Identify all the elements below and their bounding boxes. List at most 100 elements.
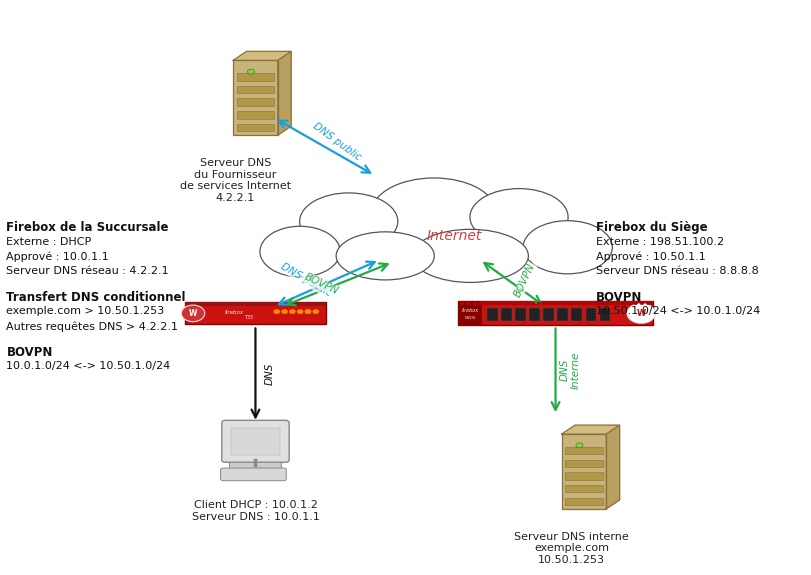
Circle shape: [273, 309, 280, 314]
Text: exemple.com > 10.50.1.253: exemple.com > 10.50.1.253: [6, 306, 165, 316]
Circle shape: [297, 309, 303, 314]
FancyBboxPatch shape: [185, 302, 326, 306]
Ellipse shape: [371, 178, 496, 247]
Text: W: W: [637, 309, 646, 318]
Text: DNS public: DNS public: [279, 262, 334, 298]
Text: firebox: firebox: [461, 308, 478, 313]
Text: Serveur DNS interne
exemple.com
10.50.1.253: Serveur DNS interne exemple.com 10.50.1.…: [514, 532, 629, 565]
Ellipse shape: [470, 189, 568, 246]
Polygon shape: [606, 425, 620, 509]
Text: T35: T35: [244, 315, 253, 320]
Text: DNS
Interne: DNS Interne: [560, 351, 581, 389]
Polygon shape: [561, 425, 620, 434]
Text: BOVPN: BOVPN: [596, 291, 642, 304]
Circle shape: [473, 301, 478, 305]
Circle shape: [486, 301, 490, 305]
Text: DNS: DNS: [265, 363, 275, 385]
FancyBboxPatch shape: [222, 420, 290, 462]
Text: BOVPN: BOVPN: [513, 262, 537, 299]
FancyBboxPatch shape: [237, 73, 274, 81]
FancyBboxPatch shape: [185, 302, 326, 324]
Text: Serveur DNS
du Fournisseur
de services Internet
4.2.2.1: Serveur DNS du Fournisseur de services I…: [179, 158, 291, 203]
Circle shape: [550, 301, 555, 305]
FancyBboxPatch shape: [501, 308, 512, 321]
Circle shape: [576, 443, 583, 448]
Circle shape: [614, 301, 619, 305]
Text: W: W: [189, 309, 197, 318]
FancyBboxPatch shape: [458, 301, 653, 325]
Circle shape: [511, 301, 516, 305]
Circle shape: [491, 301, 496, 305]
Circle shape: [479, 301, 484, 305]
FancyBboxPatch shape: [543, 308, 554, 321]
FancyBboxPatch shape: [221, 468, 286, 481]
FancyBboxPatch shape: [565, 447, 603, 454]
Text: Client DHCP : 10.0.1.2
Serveur DNS : 10.0.1.1: Client DHCP : 10.0.1.2 Serveur DNS : 10.…: [191, 500, 320, 522]
Polygon shape: [278, 51, 291, 135]
Text: Serveur DNS réseau : 4.2.2.1: Serveur DNS réseau : 4.2.2.1: [6, 266, 169, 276]
FancyBboxPatch shape: [561, 434, 607, 509]
Text: M200: M200: [464, 316, 475, 320]
FancyBboxPatch shape: [234, 60, 277, 135]
Circle shape: [594, 301, 599, 305]
Text: Apprové : 10.0.1.1: Apprové : 10.0.1.1: [6, 251, 109, 262]
FancyBboxPatch shape: [231, 428, 280, 455]
Circle shape: [627, 303, 655, 324]
Circle shape: [537, 301, 542, 305]
FancyBboxPatch shape: [487, 308, 498, 321]
Circle shape: [460, 301, 465, 305]
Circle shape: [281, 309, 288, 314]
FancyBboxPatch shape: [586, 308, 596, 321]
Text: Firebox du Siège: Firebox du Siège: [596, 221, 708, 235]
Text: Firebox de la Succursale: Firebox de la Succursale: [6, 221, 169, 235]
FancyBboxPatch shape: [565, 459, 603, 467]
FancyBboxPatch shape: [458, 301, 482, 325]
Circle shape: [563, 301, 567, 305]
Circle shape: [640, 301, 644, 305]
Ellipse shape: [523, 221, 612, 274]
Circle shape: [646, 301, 650, 305]
FancyBboxPatch shape: [565, 485, 603, 492]
Text: Internet: Internet: [427, 229, 482, 243]
Circle shape: [588, 301, 593, 305]
Circle shape: [305, 309, 311, 314]
FancyBboxPatch shape: [237, 111, 274, 118]
Circle shape: [620, 301, 625, 305]
FancyBboxPatch shape: [565, 497, 603, 505]
FancyBboxPatch shape: [237, 124, 274, 132]
Text: DNS public: DNS public: [311, 121, 363, 163]
Text: Externe : 198.51.100.2: Externe : 198.51.100.2: [596, 237, 724, 247]
Circle shape: [498, 301, 503, 305]
Circle shape: [627, 301, 632, 305]
Text: Apprové : 10.50.1.1: Apprové : 10.50.1.1: [596, 251, 706, 262]
Circle shape: [312, 309, 320, 314]
Circle shape: [530, 301, 535, 305]
Circle shape: [305, 309, 311, 314]
Text: Autres requêtes DNS > 4.2.2.1: Autres requêtes DNS > 4.2.2.1: [6, 321, 178, 332]
FancyBboxPatch shape: [557, 308, 569, 321]
FancyBboxPatch shape: [572, 308, 582, 321]
Text: 10.50.1.0/24 <-> 10.0.1.0/24: 10.50.1.0/24 <-> 10.0.1.0/24: [596, 306, 761, 316]
Text: firebox: firebox: [225, 310, 244, 315]
Ellipse shape: [260, 226, 341, 277]
Ellipse shape: [413, 229, 529, 282]
FancyBboxPatch shape: [237, 98, 274, 106]
FancyBboxPatch shape: [230, 462, 281, 470]
Ellipse shape: [337, 232, 435, 280]
Text: BOVPN: BOVPN: [303, 272, 340, 296]
Polygon shape: [234, 51, 291, 60]
FancyBboxPatch shape: [237, 86, 274, 93]
Circle shape: [466, 301, 471, 305]
Text: Externe : DHCP: Externe : DHCP: [6, 237, 92, 247]
FancyBboxPatch shape: [565, 472, 603, 480]
Circle shape: [289, 309, 296, 314]
Text: 10.0.1.0/24 <-> 10.50.1.0/24: 10.0.1.0/24 <-> 10.50.1.0/24: [6, 362, 171, 371]
Circle shape: [524, 301, 529, 305]
Text: BOVPN: BOVPN: [6, 346, 53, 359]
FancyBboxPatch shape: [516, 308, 526, 321]
Circle shape: [575, 301, 580, 305]
Circle shape: [569, 301, 573, 305]
FancyBboxPatch shape: [458, 301, 653, 305]
Circle shape: [247, 69, 255, 74]
Circle shape: [556, 301, 561, 305]
